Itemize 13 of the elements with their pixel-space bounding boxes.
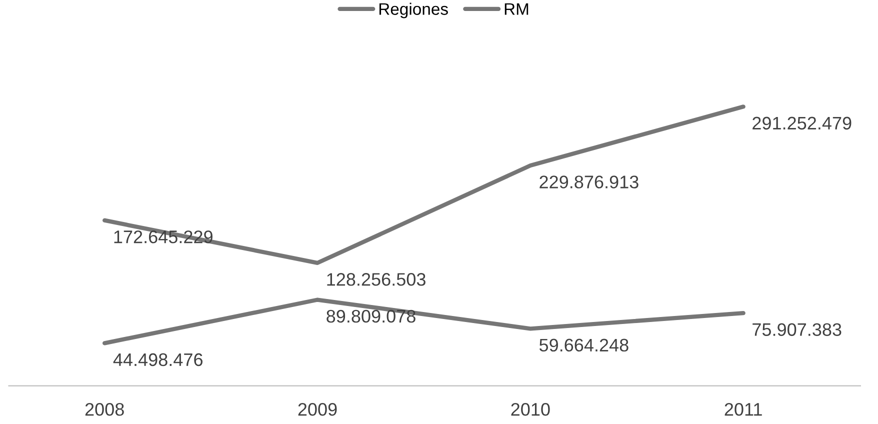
x-tick-label: 2009 — [298, 402, 337, 416]
data-label: 75.907.383 — [752, 323, 842, 336]
x-tick-label: 2008 — [85, 402, 124, 416]
legend-label: RM — [504, 3, 528, 15]
data-label: 59.664.248 — [539, 338, 628, 352]
legend-label: Regiones — [379, 2, 448, 18]
data-label: 128.256.503 — [327, 273, 426, 286]
data-label: 291.252.479 — [752, 116, 852, 130]
data-label: 44.498.476 — [113, 353, 202, 366]
data-label: 229.876.913 — [540, 176, 638, 188]
x-tick-label: 2010 — [511, 402, 550, 416]
data-label: 89.809.078 — [326, 310, 416, 323]
x-tick-label: 2011 — [724, 402, 762, 416]
